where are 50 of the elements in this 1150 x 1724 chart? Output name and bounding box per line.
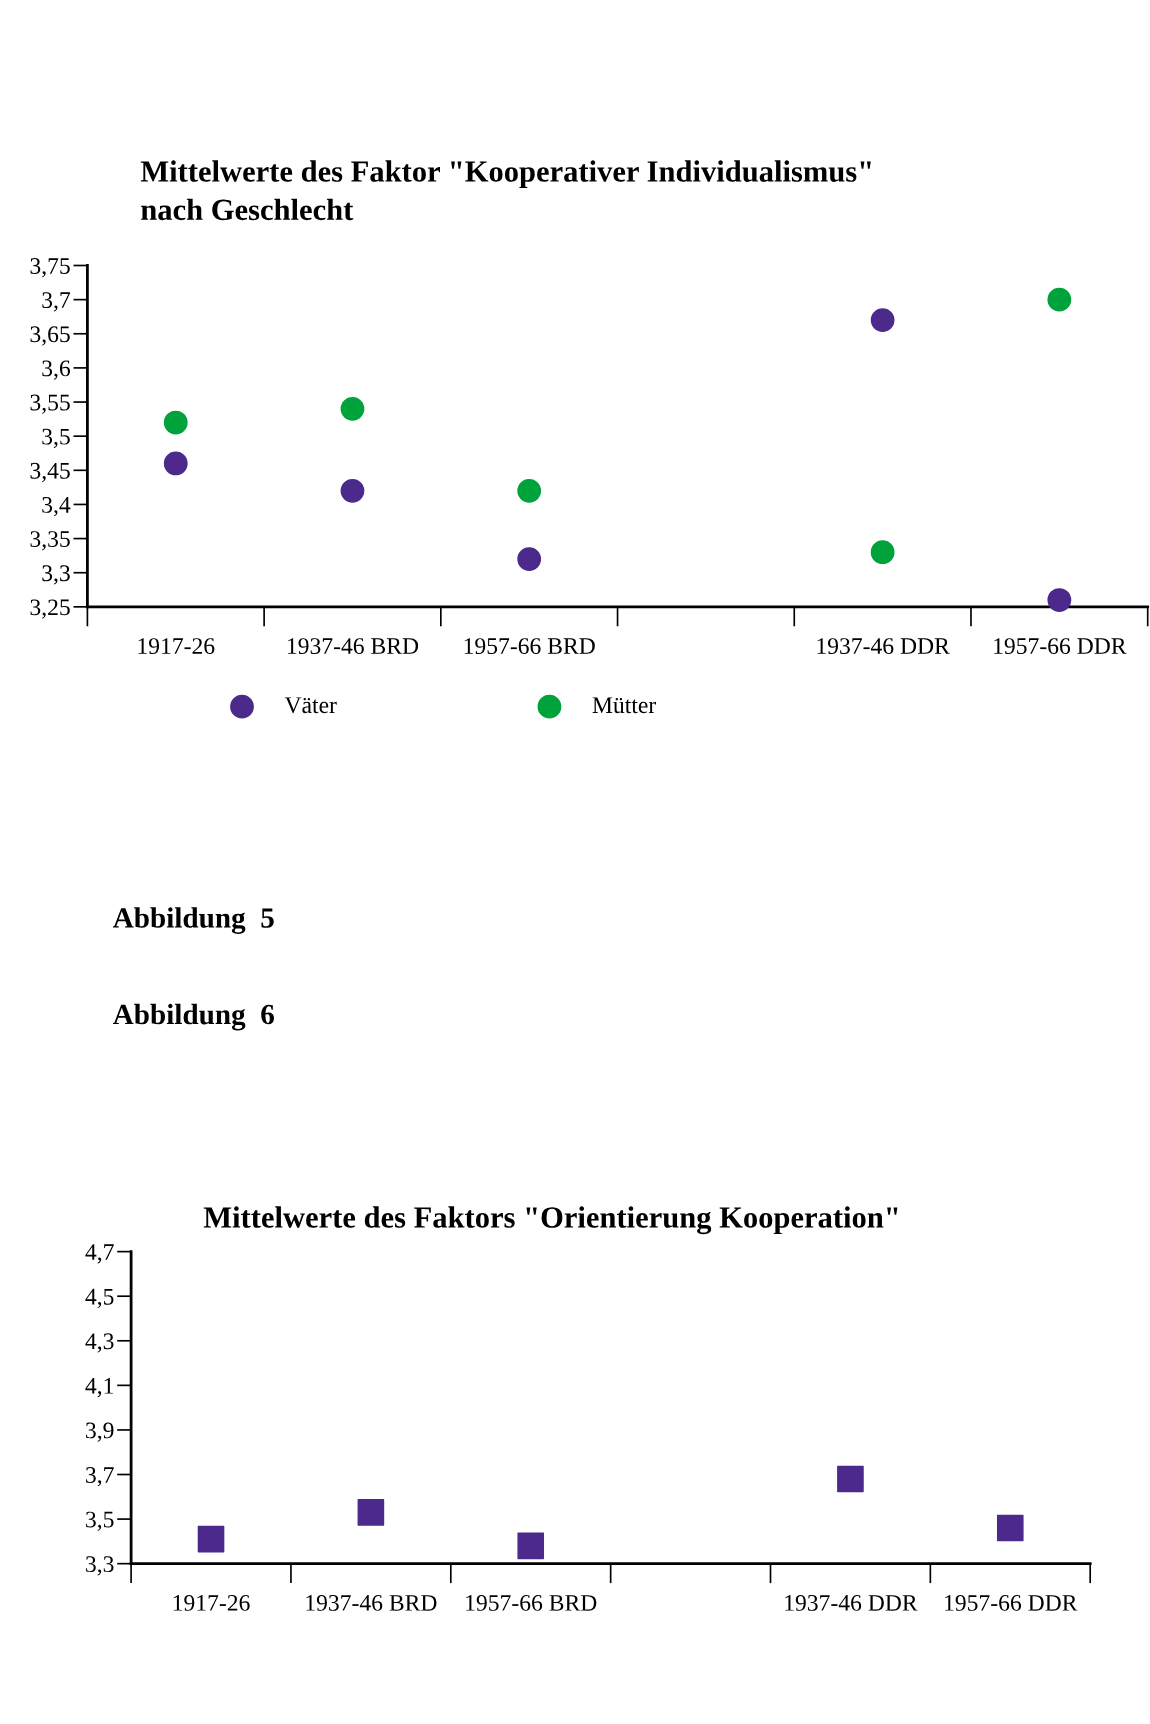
y-tick-label: 3,45: [30, 462, 70, 483]
point: [163, 410, 188, 435]
x-tick-label: 1957-66 BRD: [466, 1594, 597, 1611]
point: [340, 396, 365, 421]
x-tick-label: 1957-66 DDR: [994, 638, 1127, 655]
y-tick-label: 3,65: [30, 326, 70, 346]
chart-title: Mittelwerte des Faktor "Kooperativer Individualismus" nach Geschlecht: [140, 160, 871, 221]
legend-label: Väter: [284, 697, 337, 714]
y-tick-label: 3,25: [30, 599, 70, 619]
point: [340, 478, 365, 503]
point: [837, 1465, 864, 1493]
x-tick-label: 1937-46 BRD: [306, 1594, 437, 1611]
y-tick-label: 3,7: [86, 1467, 114, 1487]
x-tick-label: 1917-26: [138, 638, 215, 655]
x-tick-label: 1937-46 BRD: [287, 638, 419, 655]
y-tick-label: 3,9: [86, 1422, 114, 1442]
legend-label: Mütter: [592, 697, 656, 714]
y-tick-label: 4,5: [85, 1288, 114, 1309]
y-tick-label: 4,1: [85, 1377, 114, 1398]
point: [870, 540, 895, 565]
y-tick-label: 3,75: [30, 258, 70, 278]
y-tick-label: 3,35: [30, 531, 70, 551]
y-tick-label: 3,5: [42, 428, 70, 448]
point: [163, 451, 188, 476]
y-tick-label: 4,3: [85, 1333, 114, 1353]
y-tick-label: 3,3: [42, 565, 70, 585]
point: [1047, 287, 1072, 312]
chart-title: Mittelwerte des Faktors "Orientierung Kooperation": [203, 1206, 898, 1235]
point: [517, 478, 542, 503]
point: [197, 1525, 225, 1553]
y-tick-label: 3,6: [42, 360, 71, 380]
y-tick-label: 4,7: [85, 1244, 114, 1264]
point: [357, 1499, 385, 1526]
x-tick-label: 1917-26: [173, 1594, 250, 1611]
y-tick-label: 3,55: [30, 394, 70, 414]
text: Abbildung 6: [112, 1003, 274, 1031]
text: Abbildung 5: [112, 907, 274, 934]
y-tick-label: 3,5: [86, 1511, 114, 1531]
point: [517, 547, 542, 571]
x-tick-label: 1957-66 BRD: [464, 638, 595, 655]
x-tick-label: 1937-46 DDR: [817, 638, 950, 655]
point: [517, 1532, 545, 1560]
point: [1047, 588, 1072, 612]
x-tick-label: 1937-46 DDR: [785, 1594, 918, 1611]
x-tick-label: 1957-66 DDR: [945, 1594, 1078, 1611]
point: [870, 308, 895, 333]
y-tick-label: 3,3: [86, 1556, 114, 1576]
y-tick-label: 3,7: [42, 292, 71, 312]
y-tick-label: 3,4: [42, 497, 71, 517]
point: [996, 1514, 1024, 1542]
